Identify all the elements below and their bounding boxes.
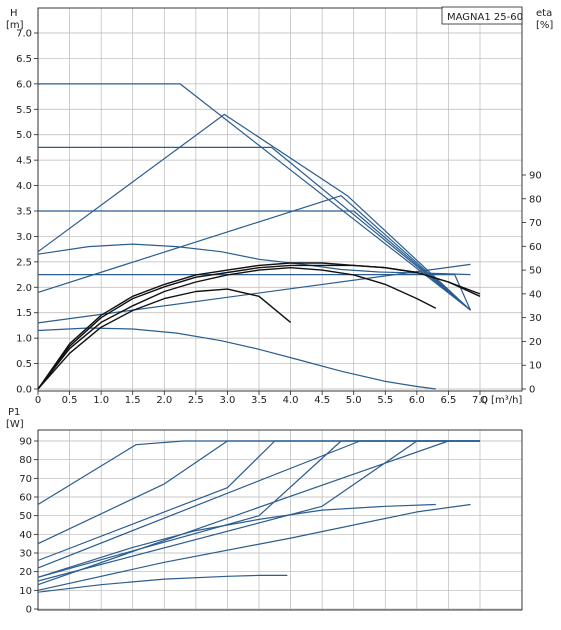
head-grid bbox=[37, 8, 522, 391]
power-y-tick-label: 90 bbox=[19, 437, 32, 448]
head-curve bbox=[37, 263, 471, 324]
eta-y-tick-label: 0 bbox=[529, 385, 535, 396]
head-x-ticks: 0 0.5 1.0 1.5 2.0 2.5 3.0 3.5 4.0 4.5 5.0 5.5 6.0 6.5… bbox=[35, 391, 488, 406]
power-curve bbox=[37, 503, 471, 591]
eta-y-tick-label: 90 bbox=[529, 171, 542, 182]
eta-y-tick-label: 60 bbox=[529, 242, 542, 253]
eta-curve bbox=[37, 267, 437, 390]
power-y-ticks: 0 10 20 30 40 50 60 70 80 90 bbox=[19, 437, 38, 616]
eta-y-tick-label: 80 bbox=[529, 194, 542, 205]
x-tick-label: 0.5 bbox=[62, 395, 78, 406]
head-axis-unit: [m] bbox=[6, 20, 24, 31]
head-curve bbox=[37, 113, 471, 311]
head-y-tick-label: 5.5 bbox=[16, 105, 32, 116]
head-y-tick-label: 0.5 bbox=[16, 359, 32, 370]
head-y-tick-label: 7.0 bbox=[16, 29, 32, 40]
head-y-tick-label: 4.0 bbox=[16, 181, 32, 192]
power-y-tick-label: 20 bbox=[19, 567, 32, 578]
head-curve bbox=[38, 83, 471, 311]
x-tick-label: 1.5 bbox=[125, 395, 141, 406]
x-tick-label: 1.0 bbox=[93, 395, 109, 406]
eta-y-tick-label: 70 bbox=[529, 218, 542, 229]
x-tick-label: 6.5 bbox=[440, 395, 456, 406]
eta-curve bbox=[37, 262, 481, 390]
head-y-tick-label: 3.0 bbox=[16, 232, 32, 243]
power-y-tick-label: 50 bbox=[19, 511, 32, 522]
head-chart: 0.0 0.5 1.0 1.5 2.0 2.5 3.0 3.5 4.0 4.5 5.0 5.5 6.0 6… bbox=[6, 6, 553, 406]
power-curves bbox=[37, 440, 480, 593]
head-curve bbox=[37, 195, 471, 311]
x-tick-label: 3.5 bbox=[251, 395, 267, 406]
head-y-tick-label: 5.0 bbox=[16, 130, 32, 141]
power-axis-unit: [W] bbox=[6, 419, 24, 430]
head-axis-label: H bbox=[10, 8, 18, 19]
x-tick-label: 5.5 bbox=[377, 395, 393, 406]
x-tick-label: 5.0 bbox=[346, 395, 362, 406]
power-axis-label: P1 bbox=[8, 407, 20, 418]
power-curve bbox=[37, 503, 436, 578]
power-curve bbox=[37, 574, 288, 593]
head-y-tick-label: 2.5 bbox=[16, 257, 32, 268]
head-y-tick-label: 2.0 bbox=[16, 283, 32, 294]
x-tick-label: 2.5 bbox=[188, 395, 204, 406]
head-y-tick-label: 6.5 bbox=[16, 54, 32, 65]
eta-curve bbox=[37, 288, 292, 390]
head-y-ticks: 0.0 0.5 1.0 1.5 2.0 2.5 3.0 3.5 4.0 4.5 5.0 5.5 6.0 6… bbox=[16, 29, 38, 396]
chart-title-box bbox=[441, 6, 523, 25]
power-y-tick-label: 0 bbox=[26, 605, 32, 616]
head-y-tick-label: 4.5 bbox=[16, 156, 32, 167]
power-y-tick-label: 10 bbox=[19, 586, 32, 597]
flow-axis-label: Q [m³/h] bbox=[480, 395, 522, 406]
eta-y-tick-label: 20 bbox=[529, 337, 542, 348]
power-plot-frame bbox=[37, 429, 523, 611]
x-tick-label: 7.0 bbox=[472, 395, 488, 406]
power-y-tick-label: 40 bbox=[19, 530, 32, 541]
head-y-tick-label: 1.5 bbox=[16, 308, 32, 319]
x-tick-label: 6.0 bbox=[409, 395, 425, 406]
eta-y-ticks: 0 10 20 30 40 50 60 70 80 90 bbox=[522, 171, 542, 396]
head-y-tick-label: 0.0 bbox=[16, 385, 32, 396]
x-tick-label: 3.0 bbox=[219, 395, 235, 406]
x-tick-label: 0 bbox=[35, 395, 41, 406]
eta-y-tick-label: 30 bbox=[529, 313, 542, 324]
x-tick-label: 2.0 bbox=[156, 395, 172, 406]
eta-y-tick-label: 10 bbox=[529, 361, 542, 372]
chart-title: MAGNA1 25-60 bbox=[447, 12, 523, 23]
power-y-tick-label: 30 bbox=[19, 549, 32, 560]
head-curve bbox=[38, 146, 471, 311]
eta-y-tick-label: 40 bbox=[529, 289, 542, 300]
power-chart: 0 10 20 30 40 50 60 70 80 90 P1 [W] bbox=[6, 407, 523, 616]
power-y-tick-label: 80 bbox=[19, 455, 32, 466]
head-plot-frame bbox=[37, 7, 523, 392]
power-y-tick-label: 60 bbox=[19, 493, 32, 504]
eta-axis-label: eta bbox=[536, 8, 552, 19]
head-y-tick-label: 1.0 bbox=[16, 334, 32, 345]
eta-curves bbox=[37, 262, 481, 390]
power-y-tick-label: 70 bbox=[19, 474, 32, 485]
eta-axis-unit: [%] bbox=[536, 20, 553, 31]
eta-y-tick-label: 50 bbox=[529, 266, 542, 277]
head-y-tick-label: 3.5 bbox=[16, 207, 32, 218]
head-y-tick-label: 6.0 bbox=[16, 79, 32, 90]
x-tick-label: 4.5 bbox=[314, 395, 330, 406]
x-tick-label: 4.0 bbox=[283, 395, 299, 406]
head-curve bbox=[37, 327, 436, 390]
